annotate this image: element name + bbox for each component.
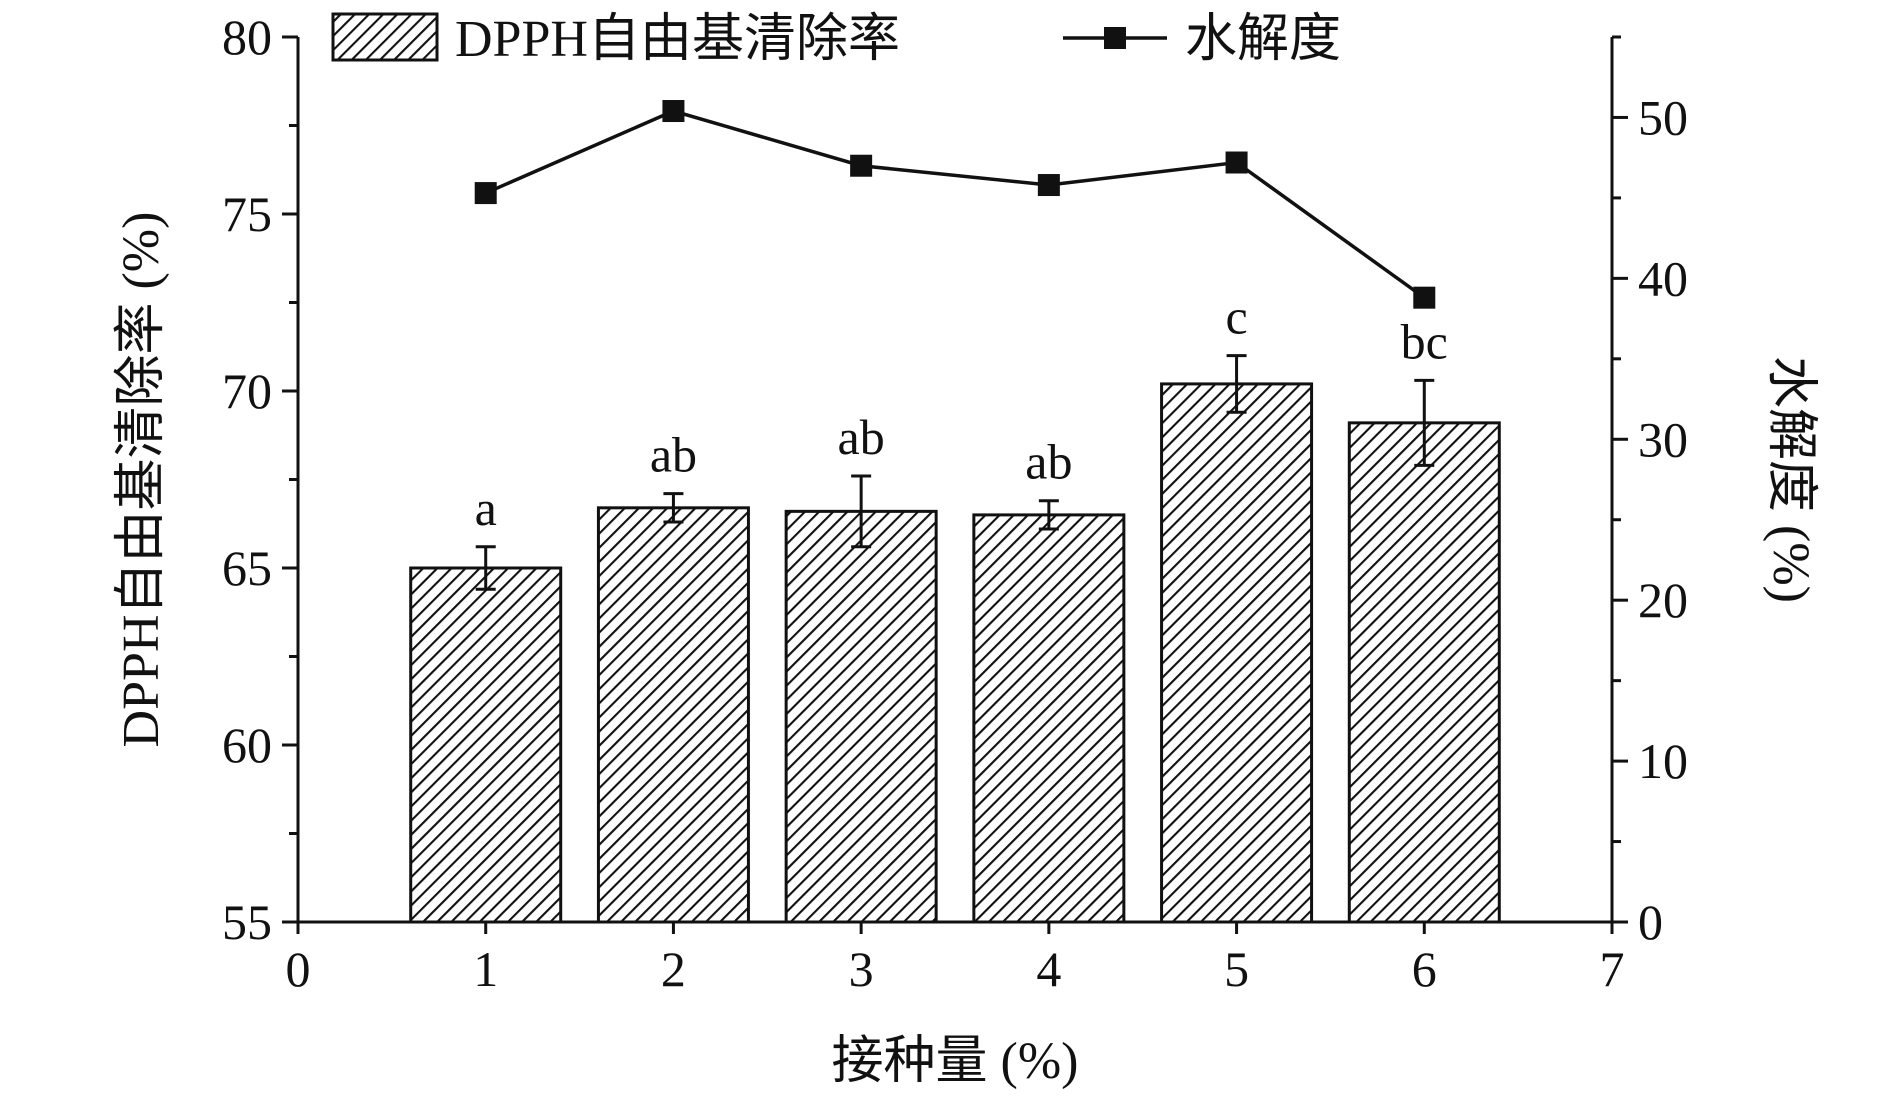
line-series-hydrolysis — [485, 109, 1426, 300]
bar-3 — [784, 509, 938, 924]
legend-label-bar: DPPH自由基清除率 — [455, 11, 900, 68]
y-tick-label-right: 40 — [1638, 250, 1688, 306]
legend-swatch-marker — [1104, 27, 1126, 49]
bar-2 — [596, 506, 750, 924]
line-marker-6 — [1413, 286, 1436, 309]
y-tick-label-right: 10 — [1638, 733, 1688, 789]
bar-4 — [972, 513, 1126, 924]
bar-6 — [1347, 421, 1501, 924]
line-marker-4 — [1037, 174, 1060, 197]
line-marker-3 — [850, 154, 873, 177]
significance-label-6: bc — [1401, 313, 1448, 369]
significance-label-4: ab — [1025, 434, 1072, 490]
legend-swatch-bar — [331, 12, 439, 62]
x-tick-label: 7 — [1600, 941, 1625, 997]
y-tick-label-right: 20 — [1638, 572, 1688, 628]
bar-1 — [409, 566, 563, 924]
y-tick-label-left: 60 — [222, 717, 272, 773]
y-tick-label-left: 80 — [222, 9, 272, 65]
significance-label-5: c — [1225, 289, 1247, 345]
y-tick-label-left: 75 — [222, 186, 272, 242]
x-tick-label: 5 — [1224, 941, 1249, 997]
y-tick-label-left: 65 — [222, 540, 272, 596]
x-tick-label: 3 — [849, 941, 874, 997]
x-tick-label: 2 — [661, 941, 686, 997]
y-tick-label-left: 70 — [222, 363, 272, 419]
y-axis-title-right: 水解度 (%) — [1762, 356, 1819, 603]
legend-label-line: 水解度 — [1185, 11, 1341, 68]
x-axis-title: 接种量 (%) — [832, 1033, 1079, 1090]
line-marker-2 — [662, 100, 685, 123]
y-tick-label-right: 50 — [1638, 89, 1688, 145]
line-marker-1 — [474, 182, 497, 205]
y-tick-label-right: 0 — [1638, 894, 1663, 950]
bar-5 — [1160, 382, 1314, 924]
line-marker-5 — [1225, 151, 1248, 174]
significance-label-1: a — [475, 480, 497, 536]
x-tick-label: 4 — [1036, 941, 1061, 997]
x-tick-label: 0 — [286, 941, 311, 997]
plot-area: a ab ab ab c bc — [409, 100, 1501, 924]
y-tick-label-left: 55 — [222, 894, 272, 950]
y-axis-title-left: DPPH自由基清除率 (%) — [113, 212, 170, 748]
legend: DPPH自由基清除率 水解度 — [331, 11, 1341, 68]
axes-layer: 0 1 2 3 4 5 6 7 55 60 65 70 75 80 0 10 20 30 40 50 接种量 (%) DP… — [113, 9, 1819, 1090]
y-tick-label-right: 30 — [1638, 411, 1688, 467]
significance-label-2: ab — [650, 427, 697, 483]
x-tick-label: 1 — [473, 941, 498, 997]
x-tick-label: 6 — [1412, 941, 1437, 997]
significance-label-3: ab — [838, 409, 885, 465]
